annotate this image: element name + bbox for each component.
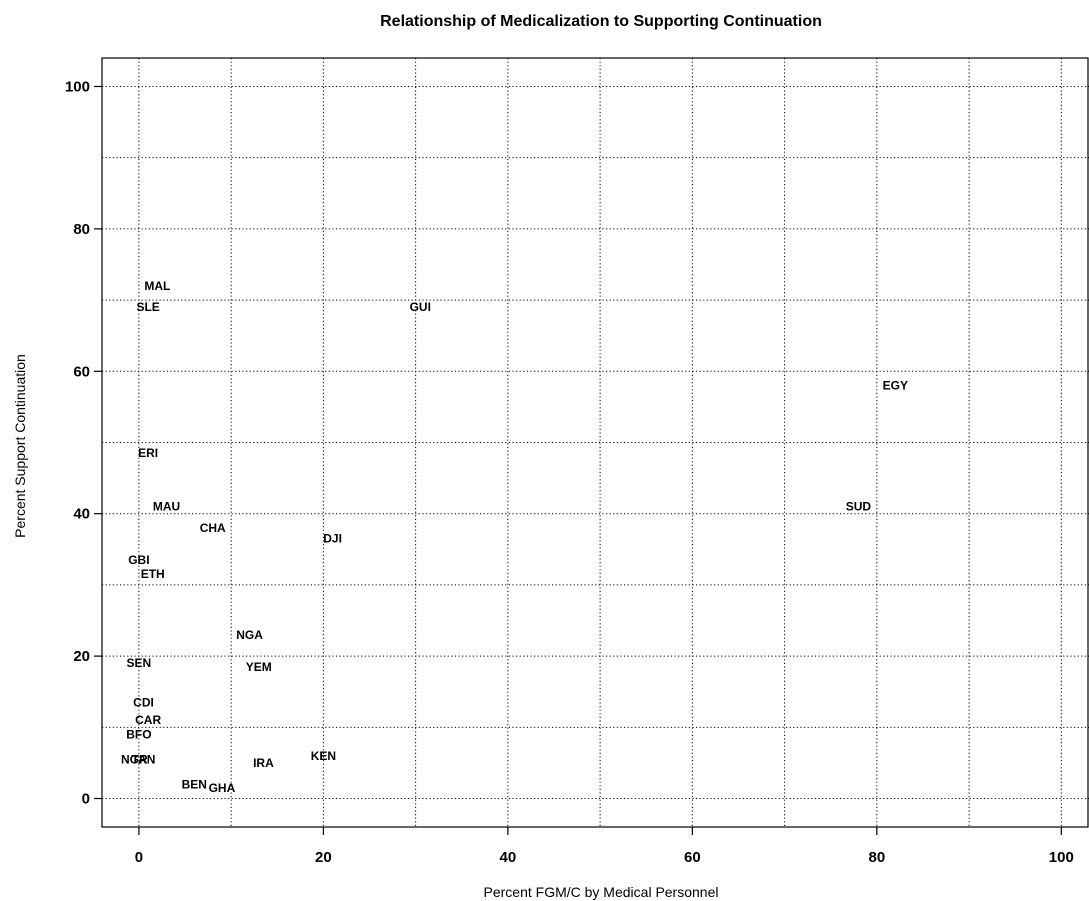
- point-label-ira: IRA: [253, 756, 274, 770]
- y-tick-label: 60: [73, 363, 90, 380]
- point-label-dji: DJI: [323, 532, 342, 546]
- point-label-ben: BEN: [182, 777, 207, 791]
- point-label-mau: MAU: [153, 500, 180, 514]
- point-label-tan: TAN: [132, 752, 156, 766]
- x-tick-label: 80: [868, 849, 885, 866]
- x-axis-label: Percent FGM/C by Medical Personnel: [484, 884, 719, 900]
- y-axis: 0 20 40 60 80 100: [65, 78, 102, 808]
- point-label-eth: ETH: [141, 567, 165, 581]
- y-tick-label: 100: [65, 78, 90, 95]
- y-tick-label: 0: [82, 791, 90, 808]
- point-label-ngr: NGR: [121, 752, 148, 766]
- x-tick-label: 40: [500, 849, 517, 866]
- point-label-gha: GHA: [209, 781, 236, 795]
- y-tick-label: 40: [73, 506, 90, 523]
- point-label-yem: YEM: [246, 660, 272, 674]
- point-label-sen: SEN: [127, 656, 152, 670]
- x-tick-label: 100: [1049, 849, 1074, 866]
- point-label-sud: SUD: [846, 500, 872, 514]
- point-label-nga: NGA: [236, 628, 263, 642]
- point-label-cha: CHA: [200, 521, 226, 535]
- x-axis: 0 20 40 60 80 100: [135, 827, 1074, 866]
- y-tick-label: 80: [73, 221, 90, 238]
- point-label-car: CAR: [135, 713, 161, 727]
- x-tick-label: 20: [315, 849, 332, 866]
- x-tick-label: 60: [684, 849, 701, 866]
- point-label-gbi: GBI: [128, 553, 149, 567]
- point-label-cdi: CDI: [133, 695, 154, 709]
- x-tick-label: 0: [135, 849, 143, 866]
- y-tick-label: 20: [73, 648, 90, 665]
- chart-title: Relationship of Medicalization to Suppor…: [380, 13, 822, 30]
- plot-frame: [101, 57, 1089, 828]
- point-label-egy: EGY: [883, 379, 908, 393]
- point-label-bfo: BFO: [126, 727, 151, 741]
- grid-lines: [102, 58, 1089, 827]
- point-label-sle: SLE: [136, 300, 159, 314]
- point-label-eri: ERI: [138, 446, 158, 460]
- point-label-mal: MAL: [144, 279, 170, 293]
- point-label-ken: KEN: [311, 749, 336, 763]
- y-axis-label: Percent Support Continuation: [12, 354, 28, 538]
- point-label-gui: GUI: [410, 300, 431, 314]
